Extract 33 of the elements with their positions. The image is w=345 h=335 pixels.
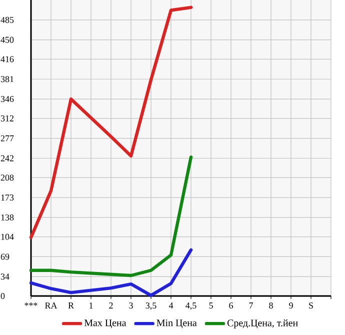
- y-tick-label: 0: [0, 292, 5, 300]
- y-tick-label: 242: [0, 155, 14, 162]
- y-tick-label: 173: [1, 194, 14, 201]
- y-tick-label: 277: [0, 135, 14, 142]
- x-tick-label: 5: [209, 302, 213, 308]
- legend-label: Max Цена: [84, 320, 126, 328]
- x-tick-label: 7: [249, 302, 253, 308]
- x-tick-label: RA: [45, 302, 58, 308]
- x-tick-label: 4,5: [186, 302, 196, 310]
- x-tick-label: 4: [168, 302, 174, 308]
- y-tick-label: 69: [0, 254, 10, 260]
- y-tick-label: 381: [0, 76, 14, 82]
- y-tick-label: 312: [0, 115, 14, 122]
- x-tick-label: S: [309, 302, 313, 309]
- x-tick-label: 3,5: [146, 302, 156, 310]
- y-tick-label: 346: [0, 96, 14, 102]
- x-tick-label: ***: [24, 302, 38, 306]
- legend-label: Min Цена: [156, 320, 197, 328]
- y-tick-label: 138: [1, 214, 14, 220]
- y-tick-label: 104: [1, 234, 14, 240]
- y-tick-label: 450: [0, 36, 14, 43]
- x-tick-label: 6: [229, 302, 233, 309]
- y-tick-label: 34: [0, 274, 10, 280]
- legend-label: Сред.Цена, т.йен: [227, 319, 298, 328]
- x-tick-label: 3: [129, 302, 133, 309]
- y-tick-label: 416: [0, 56, 14, 62]
- x-tick-label: 8: [269, 302, 273, 309]
- x-tick-label: 9: [289, 302, 293, 309]
- x-tick-label: 1: [90, 302, 93, 308]
- x-tick-label: 2: [109, 302, 113, 308]
- y-tick-label: 208: [0, 174, 14, 181]
- y-tick-label: 485: [0, 16, 14, 23]
- x-tick-label: R: [68, 302, 74, 308]
